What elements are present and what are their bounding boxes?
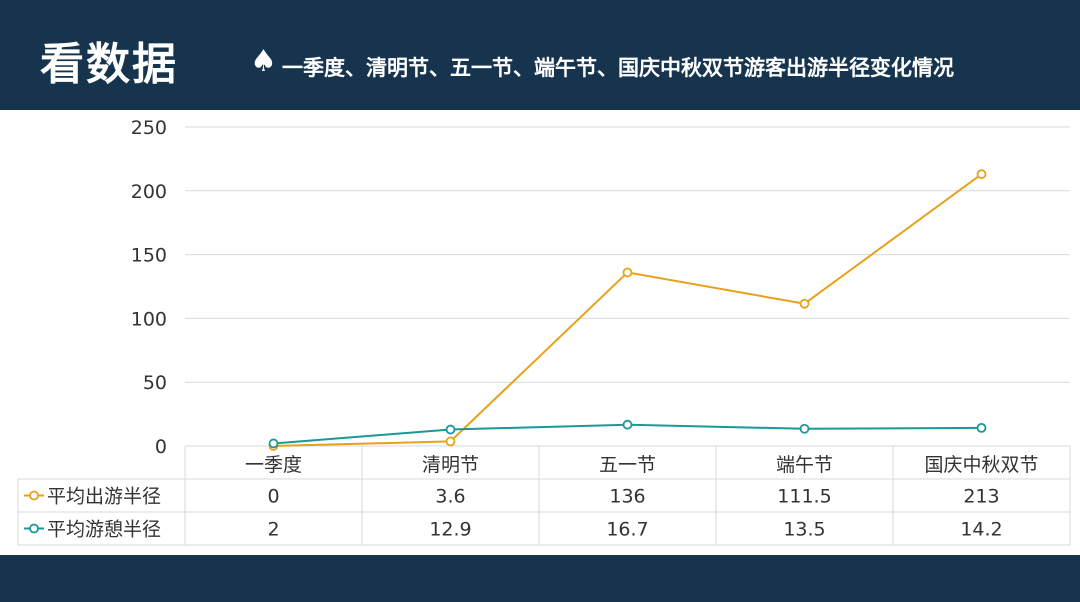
data-label: 13.5 [783, 519, 825, 541]
category-label: 一季度 [245, 454, 302, 476]
data-label: 12.9 [429, 519, 471, 541]
legend-key-marker [29, 523, 39, 534]
page-title: 看数据 [40, 39, 178, 90]
header-bar: 看数据 ♠ 一季度、清明节、五一节、端午节、国庆中秋双节游客出游半径变化情况 [0, 0, 1080, 110]
data-point [445, 424, 456, 435]
data-point [976, 169, 987, 180]
legend-label: 平均出游半径 [47, 486, 161, 508]
data-label: 136 [609, 486, 645, 508]
data-label: 0 [267, 486, 279, 508]
data-point [268, 438, 279, 449]
data-label: 3.6 [435, 486, 465, 508]
category-label: 清明节 [422, 454, 479, 476]
data-point [622, 419, 633, 430]
y-tick-label: 50 [143, 372, 167, 394]
data-point [445, 436, 456, 447]
chart-subtitle: 一季度、清明节、五一节、端午节、国庆中秋双节游客出游半径变化情况 [282, 56, 954, 80]
y-tick-label: 200 [131, 181, 167, 203]
category-label: 国庆中秋双节 [924, 454, 1038, 476]
legend-key-marker [29, 490, 39, 501]
data-point [976, 422, 987, 433]
data-label: 111.5 [777, 486, 831, 508]
footer-bar [0, 555, 1080, 602]
data-point [799, 298, 810, 309]
y-tick-label: 100 [131, 308, 167, 330]
y-tick-label: 250 [131, 117, 167, 139]
series-line [273, 173, 983, 447]
spade-icon: ♠ [250, 44, 277, 79]
legend-label: 平均游憩半径 [47, 519, 161, 541]
data-label: 14.2 [960, 519, 1002, 541]
y-tick-label: 0 [155, 436, 167, 458]
data-label: 213 [963, 486, 999, 508]
category-label: 端午节 [776, 454, 833, 476]
data-point [799, 423, 810, 434]
data-point [622, 267, 633, 278]
data-label: 16.7 [606, 519, 648, 541]
category-label: 五一节 [599, 454, 656, 476]
y-tick-label: 150 [131, 245, 167, 267]
data-label: 2 [267, 519, 279, 541]
